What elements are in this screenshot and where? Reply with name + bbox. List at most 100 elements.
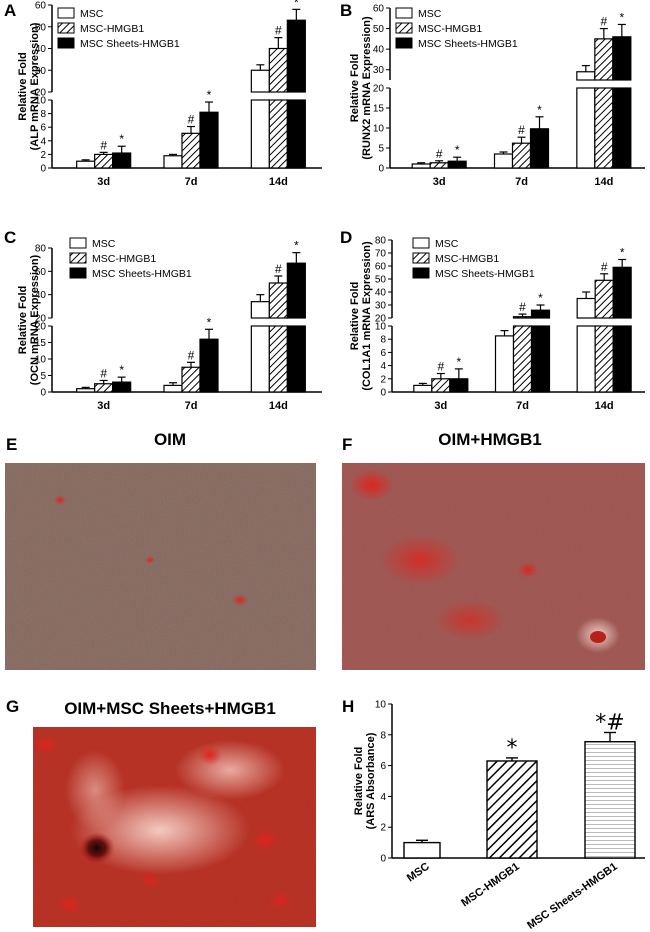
y-tick-label: 40 xyxy=(375,288,387,299)
y-tick-label: 8 xyxy=(40,109,46,120)
y-axis-label: (OCN mRNA Expression) xyxy=(29,254,41,385)
bar-msc-sheets-hmgb1 xyxy=(529,128,550,169)
y-tick-label: 8 xyxy=(380,730,386,741)
x-category-label: MSC xyxy=(405,861,432,885)
bar-msc-hmgb1 xyxy=(512,316,533,319)
x-category-label: MSC Sheets-HMGB1 xyxy=(525,861,620,932)
bar-msc-sheets-hmgb1 xyxy=(199,111,219,169)
y-tick-label: 40 xyxy=(35,290,47,301)
panel-label: D xyxy=(340,228,352,247)
bar-msc-hmgb1 xyxy=(486,760,538,859)
legend-label: MSC-HMGB1 xyxy=(92,253,156,265)
y-tick-label: 2 xyxy=(380,823,386,834)
y-tick-label: 30 xyxy=(375,301,387,312)
bar-msc-hmgb1 xyxy=(431,378,451,393)
panel-g-label: G xyxy=(6,697,19,716)
significance-marker: # xyxy=(100,138,107,152)
bar-msc-lower xyxy=(576,325,596,393)
y-axis-label: Relative Fold xyxy=(349,54,361,122)
oim-msc-sheets-hmgb1-micrograph xyxy=(33,727,316,927)
legend-label: MSC-HMGB1 xyxy=(80,23,144,35)
bar-msc-lower xyxy=(250,99,270,169)
y-tick-label: 10 xyxy=(35,96,47,107)
panel-label: C xyxy=(4,228,16,247)
bar-msc-sheets-hmgb1 xyxy=(530,309,551,319)
significance-marker: # xyxy=(518,123,525,137)
legend-swatch xyxy=(412,237,430,249)
legend-label: MSC xyxy=(92,238,116,250)
bar-msc-hmgb1 xyxy=(594,38,614,81)
y-tick-label: 50 xyxy=(375,275,387,286)
y-tick-label: 0 xyxy=(380,854,386,865)
y-tick-label: 20 xyxy=(35,88,47,99)
bar-msc-hmgb1-lower xyxy=(268,325,288,393)
bar-msc-sheets-hmgb1-lower xyxy=(612,325,632,393)
significance-marker: * xyxy=(119,132,124,146)
y-tick-label: 60 xyxy=(35,1,47,12)
legend-label: MSC xyxy=(435,238,459,250)
bar-msc-sheets-hmgb1 xyxy=(199,338,219,393)
y-axis-label: (RUNX2 mRNA Expression) xyxy=(361,16,373,160)
y-tick-label: 20 xyxy=(35,314,47,325)
oim-micrograph xyxy=(5,463,316,670)
bar-msc-sheets-hmgb1 xyxy=(286,19,306,93)
significance-marker: * xyxy=(507,736,518,761)
panel-b-runx2-chart: B 0 5 10 15 20 30 40 50 60 Relative Fold (RUNX2 mRN… xyxy=(340,1,645,188)
y-tick-label: 80 xyxy=(35,244,47,255)
y-tick-label: 15 xyxy=(35,338,47,349)
significance-marker: * xyxy=(455,143,460,157)
legend-swatch xyxy=(69,267,87,279)
legend-swatch xyxy=(69,237,87,249)
bar-msc xyxy=(163,155,183,169)
legend-swatch xyxy=(57,22,75,34)
y-tick-label: 10 xyxy=(375,700,387,711)
significance-marker: # xyxy=(188,348,195,362)
panel-label: A xyxy=(4,1,16,20)
x-category-label: 7d xyxy=(516,400,529,412)
legend-label: MSC xyxy=(418,8,442,20)
bar-msc-hmgb1 xyxy=(94,153,114,169)
significance-marker: # xyxy=(100,366,107,380)
significance-marker: * xyxy=(294,0,299,9)
panel-f-label: F xyxy=(342,435,352,454)
bar-msc-sheets-hmgb1-lower xyxy=(612,87,632,169)
legend-swatch xyxy=(57,7,75,19)
y-tick-label: 5 xyxy=(378,144,384,155)
bar-msc xyxy=(250,301,270,319)
significance-marker: * xyxy=(619,10,624,24)
significance-marker: # xyxy=(601,260,608,274)
y-tick-label: 50 xyxy=(373,24,385,35)
x-category-label: 14d xyxy=(269,176,288,188)
bar-msc-sheets-hmgb1 xyxy=(584,741,636,859)
significance-marker: * xyxy=(620,246,625,260)
legend-label: MSC-HMGB1 xyxy=(418,23,482,35)
panel-label: H xyxy=(342,697,354,716)
bar-msc-hmgb1-lower xyxy=(268,99,288,169)
y-axis-label: (COL1A1 mRNA Expression) xyxy=(361,241,373,391)
legend-swatch xyxy=(395,37,413,49)
legend-label: MSC Sheets-HMGB1 xyxy=(418,38,518,50)
x-category-label: MSC-HMGB1 xyxy=(459,861,521,910)
panel-g-title: OIM+MSC Sheets+HMGB1 xyxy=(64,699,276,718)
bar-msc xyxy=(163,384,183,393)
y-tick-label: 2 xyxy=(380,374,386,385)
y-axis-label: Relative Fold xyxy=(353,747,365,815)
bar-msc-hmgb1 xyxy=(429,162,449,169)
x-category-label: 3d xyxy=(434,400,447,412)
y-tick-label: 6 xyxy=(40,123,46,134)
significance-marker: * xyxy=(538,291,543,305)
y-axis-label: (ARS Absorbance) xyxy=(365,732,377,829)
y-tick-label: 30 xyxy=(35,66,47,77)
y-tick-label: 40 xyxy=(35,44,47,55)
y-tick-label: 20 xyxy=(373,84,385,95)
bar-msc xyxy=(76,388,96,393)
bar-msc-sheets-hmgb1-lower xyxy=(286,325,306,393)
x-category-label: 7d xyxy=(185,176,198,188)
y-tick-label: 20 xyxy=(375,314,387,325)
y-tick-label: 60 xyxy=(35,267,47,278)
y-tick-label: 6 xyxy=(380,761,386,772)
y-tick-label: 40 xyxy=(373,45,385,56)
y-tick-label: 20 xyxy=(35,322,47,333)
bar-msc-hmgb1 xyxy=(511,142,532,169)
